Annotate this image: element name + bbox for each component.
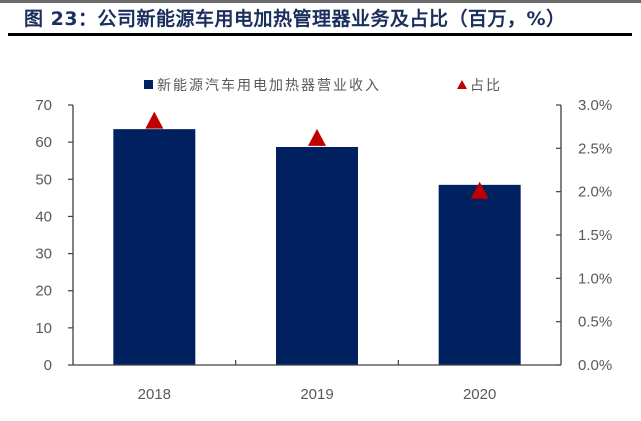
left-tick-label: 60: [35, 134, 52, 151]
legend-triangle-icon: [457, 80, 467, 89]
bar-2018: [113, 129, 196, 365]
bar-2019: [276, 146, 358, 365]
bar-2020: [438, 184, 521, 365]
x-tick-label: 2020: [463, 386, 496, 403]
x-tick-label: 2019: [300, 386, 333, 403]
title-divider: [8, 33, 632, 36]
left-tick-label: 70: [35, 97, 52, 114]
x-axis-ticks: 2018 2019 2020: [138, 360, 496, 403]
right-tick-label: 2.0%: [578, 184, 612, 201]
right-tick-label: 2.5%: [578, 140, 612, 157]
chart-title: 图 23：公司新能源车用电加热管理器业务及占比（百万，%）: [24, 8, 566, 30]
legend: 新能源汽车用电加热器营业收入 占比: [144, 77, 502, 94]
triangle-marker-icon: [145, 111, 164, 129]
legend-bar-label: 新能源汽车用电加热器营业收入: [157, 77, 381, 94]
top-border: [0, 0, 641, 3]
x-tick-label: 2018: [138, 386, 171, 403]
right-axis-ticks: 0.0% 0.5% 1.0% 1.5% 2.0% 2.5% 3.0%: [556, 97, 612, 374]
left-tick-label: 0: [44, 357, 52, 374]
triangle-marker-icon: [308, 128, 326, 146]
legend-marker-label: 占比: [470, 78, 502, 94]
left-tick-label: 50: [35, 171, 52, 188]
legend-bar-swatch: [144, 80, 153, 89]
marker-series: [145, 111, 489, 199]
right-tick-label: 1.0%: [578, 270, 612, 287]
right-tick-label: 3.0%: [578, 97, 612, 114]
left-tick-label: 20: [35, 283, 52, 300]
bar-series: [113, 129, 521, 365]
left-axis-ticks: 0 10 20 30 40 50 60 70: [35, 97, 73, 374]
triangle-marker-icon: [470, 181, 489, 199]
right-tick-label: 1.5%: [578, 227, 612, 244]
left-tick-label: 10: [35, 320, 52, 337]
right-tick-label: 0.0%: [578, 357, 612, 374]
right-tick-label: 0.5%: [578, 314, 612, 331]
left-tick-label: 30: [35, 246, 52, 263]
left-tick-label: 40: [35, 208, 52, 225]
